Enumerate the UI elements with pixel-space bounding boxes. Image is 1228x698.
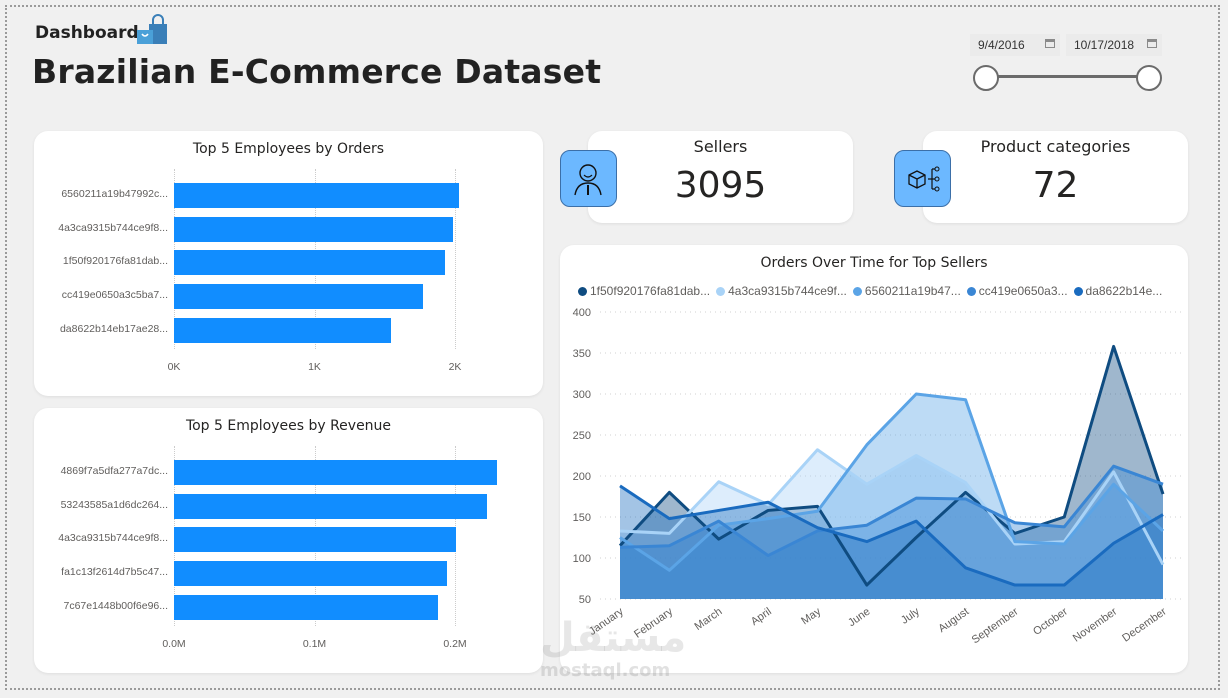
legend-dot-icon xyxy=(966,287,976,296)
bar[interactable] xyxy=(174,493,488,519)
page-title: Brazilian E-Commerce Dataset xyxy=(32,52,602,91)
x-tick-label: 0.0M xyxy=(162,638,186,650)
end-date-input[interactable]: 10/17/2018 xyxy=(1066,34,1162,56)
bar[interactable] xyxy=(174,527,457,553)
calendar-icon[interactable] xyxy=(1045,39,1055,48)
y-category-label: 6560211a19b47992c... xyxy=(61,188,168,200)
bar[interactable] xyxy=(174,284,423,310)
date-slider-track[interactable] xyxy=(985,75,1147,78)
y-category-label: da8622b14eb17ae28... xyxy=(59,322,168,335)
y-tick-label: 150 xyxy=(573,512,591,524)
legend-dot-icon xyxy=(1073,287,1083,296)
y-tick-label: 200 xyxy=(573,471,591,483)
chart-legend: 1f50f920176fa81dab... 4a3ca9315b744ce9f..… xyxy=(578,284,1168,298)
kpi-label: Product categories xyxy=(980,137,1131,156)
x-tick-label: 1K xyxy=(308,361,321,373)
area-fill xyxy=(620,485,1163,599)
series-line[interactable] xyxy=(619,392,1165,572)
x-tick-label: November xyxy=(1071,605,1120,644)
x-tick-label: 2K xyxy=(448,361,462,373)
bar[interactable] xyxy=(174,561,447,587)
x-tick-label: 0.1M xyxy=(302,638,327,650)
bar[interactable] xyxy=(174,460,498,485)
bar[interactable] xyxy=(174,317,391,343)
y-tick-label: 400 xyxy=(573,307,591,319)
x-tick-label: April xyxy=(749,606,774,628)
y-tick-label: 100 xyxy=(573,553,591,565)
legend-item[interactable]: 6560211a19b47... xyxy=(852,284,961,298)
date-slider-end-handle[interactable] xyxy=(1136,65,1162,91)
dashboard-label: Dashboard xyxy=(35,23,139,43)
x-tick-label: July xyxy=(899,605,922,626)
x-tick-label: May xyxy=(799,605,823,627)
legend-item[interactable]: 4a3ca9315b744ce9f... xyxy=(716,284,847,298)
x-tick-label: 0K xyxy=(167,361,181,373)
y-tick-label: 250 xyxy=(573,430,591,442)
bar[interactable] xyxy=(174,216,454,242)
bar[interactable] xyxy=(174,250,446,276)
area-fill xyxy=(620,449,1163,599)
legend-label: 6560211a19b47... xyxy=(864,284,961,298)
bar[interactable] xyxy=(174,594,439,620)
date-slider-start-handle[interactable] xyxy=(973,65,999,91)
kpi-value: 3095 xyxy=(674,165,767,206)
y-tick-label: 350 xyxy=(573,348,591,360)
series-line[interactable] xyxy=(619,464,1164,558)
seller-person-icon xyxy=(560,150,617,207)
series-line[interactable] xyxy=(619,484,1164,587)
start-date-input[interactable]: 9/4/2016 xyxy=(970,34,1060,56)
chart-title: Top 5 Employees by Orders xyxy=(192,141,385,157)
shopping-bag-icon xyxy=(137,14,167,44)
x-tick-label: August xyxy=(936,606,971,635)
y-category-label: 1f50f920176fa81dab... xyxy=(62,255,168,268)
legend-item[interactable]: da8622b14e... xyxy=(1073,284,1163,298)
legend-dot-icon xyxy=(716,287,726,296)
start-date-value: 9/4/2016 xyxy=(978,38,1025,52)
legend-item[interactable]: 1f50f920176fa81dab... xyxy=(578,284,710,298)
orders-over-time-card: Orders Over Time for Top Sellers xyxy=(560,245,1188,673)
legend-label: da8622b14e... xyxy=(1085,284,1163,298)
y-category-label: 4a3ca9315b744ce9f8... xyxy=(58,532,168,545)
x-tick-label: December xyxy=(1120,605,1169,644)
y-tick-label: 300 xyxy=(573,389,591,401)
y-category-label: 4869f7a5dfa277a7dc... xyxy=(60,465,168,477)
chart-title: Top 5 Employees by Revenue xyxy=(185,418,392,434)
x-tick-label: October xyxy=(1031,605,1070,637)
product-box-icon xyxy=(894,150,951,207)
bar[interactable] xyxy=(174,183,459,208)
y-category-label: 7c67e1448b00f6e96... xyxy=(63,599,168,612)
chart-title: Orders Over Time for Top Sellers xyxy=(760,255,988,271)
legend-label: 1f50f920176fa81dab... xyxy=(590,284,711,298)
sellers-kpi-card: Sellers 3095 xyxy=(588,131,853,223)
legend-dot-icon xyxy=(852,287,862,296)
x-tick-label: June xyxy=(846,606,872,630)
calendar-icon[interactable] xyxy=(1147,39,1157,48)
legend-dot-icon xyxy=(578,287,587,296)
orders-bar-chart-card: Top 5 Employees by Orders 0K 1K 2K 6560211a… xyxy=(34,131,543,396)
watermark-latin: mostaql.com xyxy=(540,660,671,681)
y-category-label: fa1c13f2614d7b5c47... xyxy=(61,566,168,579)
legend-label: cc419e0650a3... xyxy=(978,284,1068,298)
revenue-bar-chart-card: Top 5 Employees by Revenue 0.0M 0.1M 0.2M 4… xyxy=(34,408,543,673)
kpi-label: Sellers xyxy=(693,137,748,156)
page-frame xyxy=(5,5,1220,690)
y-category-label: 4a3ca9315b744ce9f8... xyxy=(58,221,168,234)
x-tick-label: March xyxy=(693,606,725,633)
y-category-label: 53243585a1d6dc264... xyxy=(60,498,168,511)
gridline xyxy=(455,169,456,349)
x-tick-label: September xyxy=(970,605,1021,646)
categories-kpi-card: Product categories 72 xyxy=(923,131,1188,223)
y-category-label: cc419e0650a3c5ba7... xyxy=(61,289,168,302)
x-tick-label: 0.2M xyxy=(443,638,467,650)
legend-label: 4a3ca9315b744ce9f... xyxy=(728,284,847,298)
legend-item[interactable]: cc419e0650a3... xyxy=(966,284,1068,298)
end-date-value: 10/17/2018 xyxy=(1074,38,1135,52)
y-tick-label: 50 xyxy=(579,594,591,606)
watermark-arabic: مستقل xyxy=(540,615,687,661)
kpi-value: 72 xyxy=(1032,165,1079,206)
area-fill xyxy=(620,346,1163,599)
series-line[interactable] xyxy=(619,448,1165,566)
